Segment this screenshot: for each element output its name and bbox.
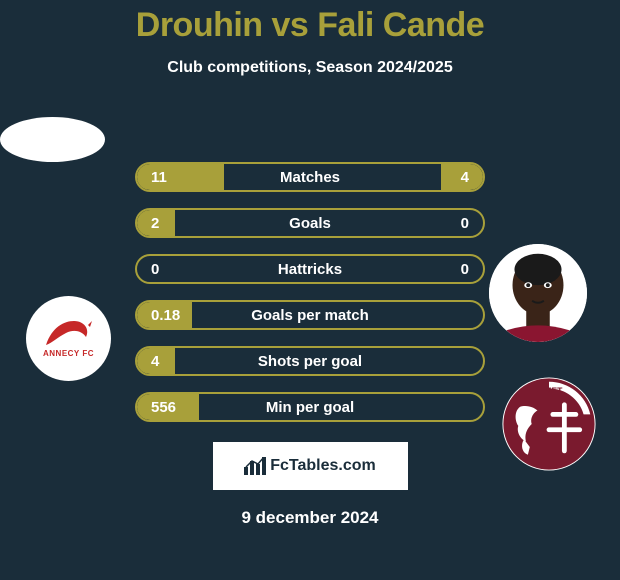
date-line: 9 december 2024 bbox=[0, 508, 620, 528]
metz-logo-icon: C MET bbox=[501, 376, 597, 472]
stat-row-matches: 11 Matches 4 bbox=[135, 162, 485, 192]
stat-label: Hattricks bbox=[278, 261, 342, 278]
stat-label: Shots per goal bbox=[258, 353, 362, 370]
stat-fill-left bbox=[137, 164, 224, 190]
fctables-icon bbox=[244, 457, 266, 475]
stat-right-value: 0 bbox=[461, 261, 469, 278]
stats-list: 11 Matches 4 2 Goals 0 0 Hattricks 0 0.1… bbox=[135, 162, 485, 422]
stat-right-value: 0 bbox=[461, 215, 469, 232]
club-left-badge: ANNECY FC bbox=[26, 296, 111, 381]
club-right-badge: C MET bbox=[501, 376, 597, 472]
stat-row-goals-per-match: 0.18 Goals per match bbox=[135, 300, 485, 330]
content-area: ANNECY FC C MET bbox=[0, 117, 620, 528]
stat-left-value: 11 bbox=[151, 169, 167, 186]
annecy-logo: ANNECY FC bbox=[35, 314, 103, 364]
subtitle: Club competitions, Season 2024/2025 bbox=[0, 59, 620, 77]
player-left-photo bbox=[0, 117, 105, 162]
stat-left-value: 556 bbox=[151, 399, 176, 416]
page-title: Drouhin vs Fali Cande bbox=[0, 0, 620, 45]
stat-label: Min per goal bbox=[266, 399, 354, 416]
player-head-icon bbox=[489, 244, 587, 342]
annecy-swoosh-icon bbox=[44, 319, 94, 349]
stat-row-min-per-goal: 556 Min per goal bbox=[135, 392, 485, 422]
svg-text:C MET: C MET bbox=[536, 385, 564, 395]
stat-left-value: 4 bbox=[151, 353, 159, 370]
player-right-photo bbox=[489, 244, 587, 342]
stat-label: Goals bbox=[289, 215, 331, 232]
stat-row-goals: 2 Goals 0 bbox=[135, 208, 485, 238]
fctables-text: FcTables.com bbox=[270, 457, 376, 475]
stat-left-value: 0.18 bbox=[151, 307, 180, 324]
stat-left-value: 2 bbox=[151, 215, 159, 232]
annecy-text: ANNECY FC bbox=[43, 349, 94, 358]
stat-label: Matches bbox=[280, 169, 340, 186]
stat-right-value: 4 bbox=[461, 169, 469, 186]
stat-row-shots-per-goal: 4 Shots per goal bbox=[135, 346, 485, 376]
stat-left-value: 0 bbox=[151, 261, 159, 278]
stat-row-hattricks: 0 Hattricks 0 bbox=[135, 254, 485, 284]
fctables-watermark: FcTables.com bbox=[213, 442, 408, 490]
stat-label: Goals per match bbox=[251, 307, 369, 324]
